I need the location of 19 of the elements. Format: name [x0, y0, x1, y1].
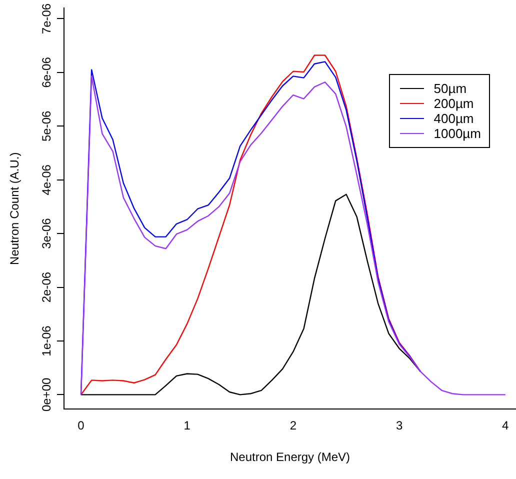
- legend-label: 200µm: [434, 96, 474, 111]
- x-tick-label: 4: [502, 418, 510, 433]
- y-tick-label: 2e-06: [39, 272, 54, 303]
- legend-label: 400µm: [434, 111, 474, 126]
- legend-label: 1000µm: [434, 126, 481, 141]
- y-tick-label: 0e+00: [39, 378, 54, 412]
- y-tick-label: 3e-06: [39, 218, 54, 249]
- y-tick-label: 4e-06: [39, 164, 54, 196]
- y-tick-label: 6e-06: [39, 56, 54, 88]
- x-tick-label: 1: [184, 418, 191, 433]
- y-axis-title: Neutron Count (A.U.): [8, 152, 22, 265]
- y-tick-label: 1e-06: [39, 325, 54, 356]
- x-tick-label: 3: [396, 418, 403, 433]
- x-axis-title: Neutron Energy (MeV): [230, 450, 350, 464]
- x-tick-label: 2: [290, 418, 297, 433]
- x-tick-label: 0: [78, 418, 85, 433]
- y-tick-label: 7e-06: [39, 3, 54, 34]
- y-tick-label: 5e-06: [39, 110, 54, 142]
- legend-label: 50µm: [434, 81, 467, 96]
